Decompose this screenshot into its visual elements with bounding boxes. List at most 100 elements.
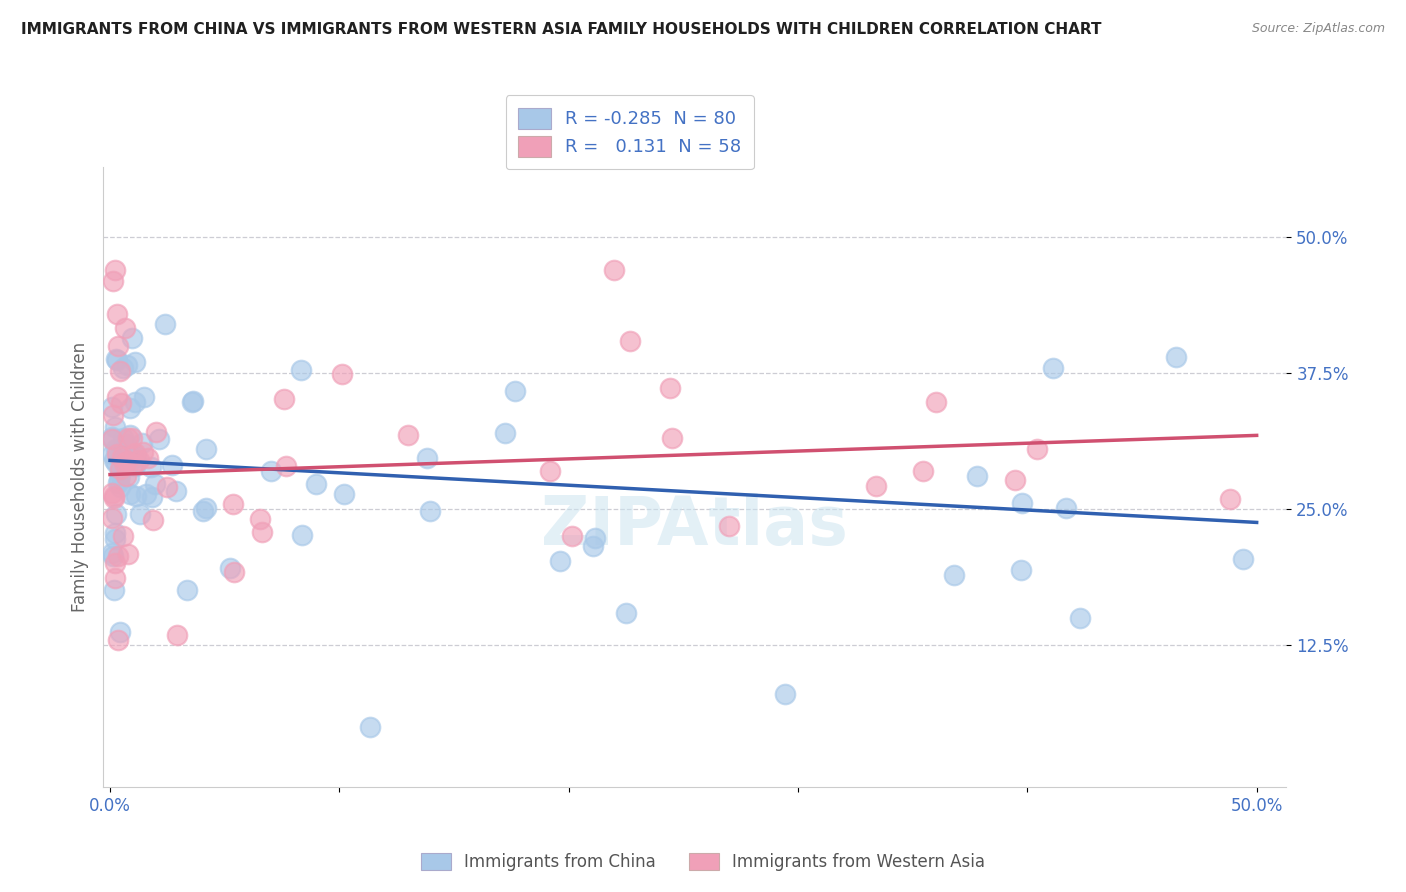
Point	[103, 263, 125, 277]
Point	[128, 453, 150, 467]
Point	[191, 504, 214, 518]
Point	[103, 583, 125, 598]
Point	[160, 458, 183, 473]
Point	[290, 362, 312, 376]
Point	[129, 508, 152, 522]
Point	[132, 445, 155, 459]
Point	[135, 486, 157, 500]
Point	[614, 606, 637, 620]
Point	[101, 433, 124, 447]
Point	[659, 381, 682, 395]
Point	[195, 500, 218, 515]
Point	[107, 339, 129, 353]
Legend: Immigrants from China, Immigrants from Western Asia: Immigrants from China, Immigrants from W…	[412, 845, 994, 880]
Point	[274, 458, 297, 473]
Point	[110, 465, 132, 479]
Point	[118, 469, 141, 483]
Point	[107, 549, 129, 563]
Point	[101, 432, 124, 446]
Y-axis label: Family Households with Children: Family Households with Children	[72, 342, 89, 612]
Point	[1026, 442, 1049, 457]
Point	[101, 549, 124, 563]
Point	[114, 321, 136, 335]
Point	[136, 451, 159, 466]
Point	[142, 513, 165, 527]
Point	[107, 632, 129, 647]
Point	[221, 497, 243, 511]
Point	[912, 464, 935, 478]
Point	[717, 519, 740, 533]
Point	[176, 582, 198, 597]
Point	[121, 331, 143, 345]
Point	[120, 401, 142, 415]
Point	[110, 396, 132, 410]
Point	[273, 392, 295, 406]
Point	[118, 487, 141, 501]
Point	[165, 484, 187, 499]
Point	[104, 456, 127, 470]
Point	[538, 464, 561, 478]
Point	[219, 561, 242, 575]
Text: IMMIGRANTS FROM CHINA VS IMMIGRANTS FROM WESTERN ASIA FAMILY HOUSEHOLDS WITH CHI: IMMIGRANTS FROM CHINA VS IMMIGRANTS FROM…	[21, 22, 1101, 37]
Point	[124, 459, 146, 474]
Point	[108, 474, 131, 488]
Text: Source: ZipAtlas.com: Source: ZipAtlas.com	[1251, 22, 1385, 36]
Point	[120, 428, 142, 442]
Point	[561, 528, 583, 542]
Point	[105, 507, 128, 521]
Point	[101, 274, 124, 288]
Point	[865, 479, 887, 493]
Point	[124, 446, 146, 460]
Point	[145, 425, 167, 440]
Point	[224, 565, 246, 579]
Point	[1232, 551, 1254, 566]
Point	[101, 486, 124, 500]
Point	[104, 532, 127, 546]
Point	[1004, 474, 1026, 488]
Point	[141, 490, 163, 504]
Point	[260, 464, 283, 478]
Point	[105, 447, 128, 461]
Point	[396, 427, 419, 442]
Point	[166, 627, 188, 641]
Point	[139, 460, 162, 475]
Point	[661, 431, 683, 445]
Point	[112, 456, 135, 470]
Point	[117, 547, 139, 561]
Point	[305, 477, 328, 491]
Point	[943, 568, 966, 582]
Point	[110, 462, 132, 476]
Point	[110, 364, 132, 378]
Point	[111, 431, 134, 445]
Point	[111, 450, 134, 464]
Point	[104, 571, 127, 585]
Point	[1164, 351, 1187, 365]
Point	[924, 395, 946, 409]
Point	[117, 454, 139, 468]
Point	[111, 360, 134, 375]
Point	[104, 351, 127, 366]
Point	[104, 556, 127, 570]
Point	[145, 477, 167, 491]
Point	[103, 491, 125, 505]
Point	[104, 420, 127, 434]
Point	[124, 450, 146, 465]
Point	[121, 430, 143, 444]
Point	[1011, 496, 1033, 510]
Point	[1219, 491, 1241, 506]
Point	[503, 384, 526, 398]
Point	[108, 468, 131, 483]
Point	[1069, 611, 1091, 625]
Point	[180, 394, 202, 409]
Point	[101, 511, 124, 525]
Point	[122, 457, 145, 471]
Point	[117, 431, 139, 445]
Point	[582, 539, 605, 553]
Point	[101, 401, 124, 415]
Point	[602, 263, 624, 277]
Point	[108, 479, 131, 493]
Point	[155, 318, 177, 332]
Point	[132, 390, 155, 404]
Point	[101, 546, 124, 560]
Point	[966, 469, 988, 483]
